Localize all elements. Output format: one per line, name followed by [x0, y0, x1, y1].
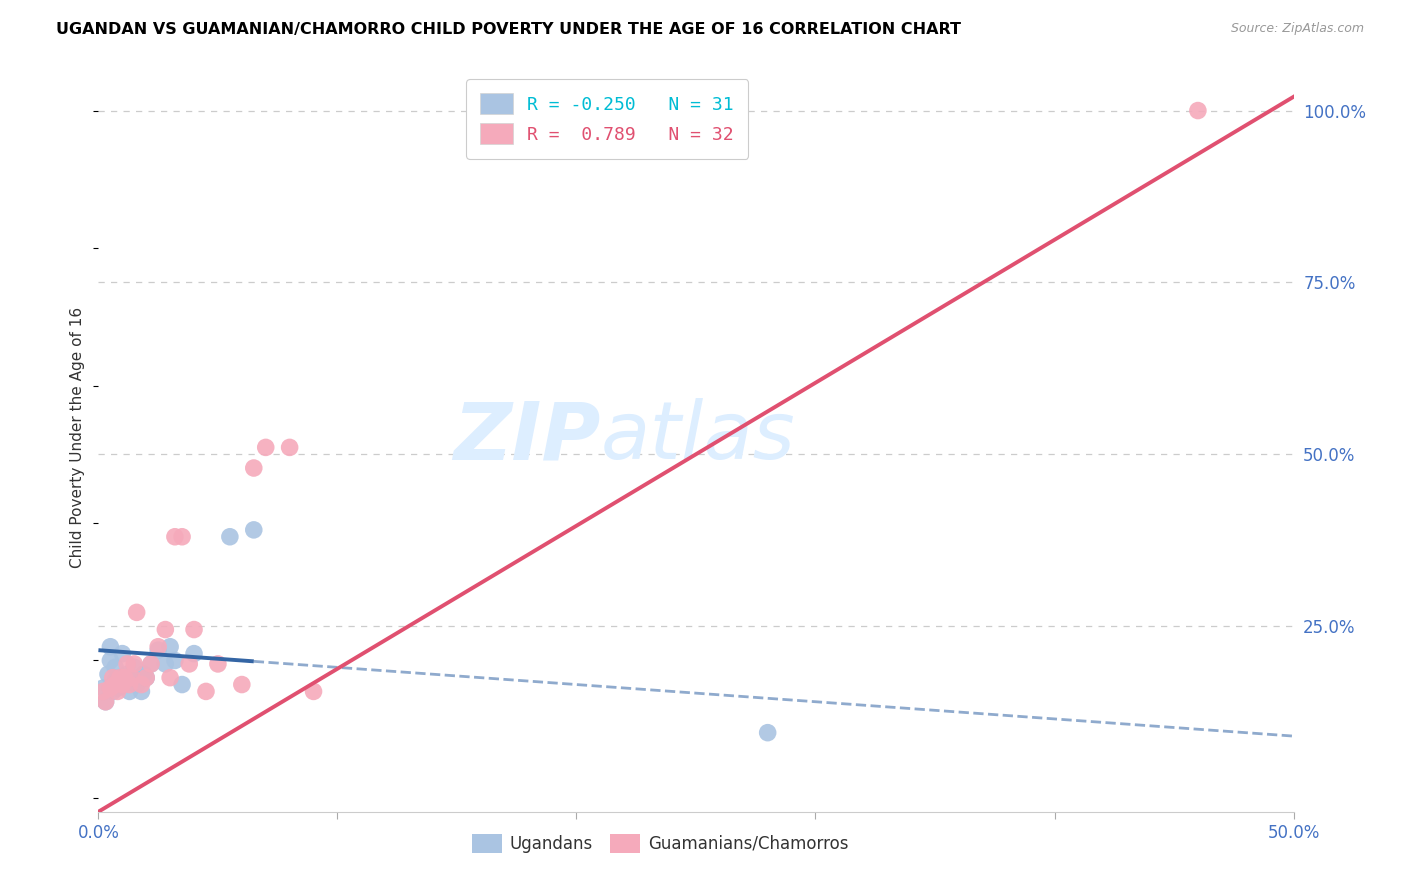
Y-axis label: Child Poverty Under the Age of 16: Child Poverty Under the Age of 16	[70, 307, 86, 567]
Point	[128, 674, 150, 689]
Point	[124, 660, 146, 674]
Point	[183, 647, 205, 661]
Point	[118, 677, 141, 691]
Point	[108, 671, 131, 685]
Point	[195, 684, 218, 698]
Point	[243, 523, 266, 537]
Point	[155, 657, 177, 671]
Point	[101, 671, 124, 685]
Point	[163, 530, 186, 544]
Point	[179, 657, 201, 671]
Point	[94, 695, 117, 709]
Point	[98, 640, 122, 654]
Point	[163, 653, 186, 667]
Point	[207, 657, 229, 671]
Point	[302, 684, 325, 698]
Point	[114, 671, 136, 685]
Point	[1187, 103, 1209, 118]
Point	[121, 671, 143, 685]
Point	[148, 640, 170, 654]
Point	[148, 643, 170, 657]
Text: Source: ZipAtlas.com: Source: ZipAtlas.com	[1230, 22, 1364, 36]
Point	[108, 671, 131, 685]
Point	[98, 681, 122, 695]
Point	[278, 441, 301, 455]
Point	[131, 677, 153, 691]
Point	[118, 684, 141, 698]
Point	[756, 725, 779, 739]
Point	[183, 623, 205, 637]
Point	[111, 647, 134, 661]
Point	[125, 606, 148, 620]
Point	[124, 657, 146, 671]
Point	[135, 671, 157, 685]
Point	[172, 677, 194, 691]
Point	[104, 674, 127, 689]
Point	[132, 667, 155, 681]
Point	[159, 671, 181, 685]
Point	[172, 530, 194, 544]
Point	[254, 441, 277, 455]
Point	[155, 623, 177, 637]
Point	[111, 677, 134, 691]
Point	[91, 681, 114, 695]
Point	[121, 671, 143, 685]
Point	[139, 657, 162, 671]
Point	[243, 461, 266, 475]
Point	[104, 677, 127, 691]
Point	[107, 681, 129, 695]
Point	[139, 657, 162, 671]
Point	[101, 684, 124, 698]
Point	[98, 653, 122, 667]
Point	[91, 684, 114, 698]
Text: UGANDAN VS GUAMANIAN/CHAMORRO CHILD POVERTY UNDER THE AGE OF 16 CORRELATION CHAR: UGANDAN VS GUAMANIAN/CHAMORRO CHILD POVE…	[56, 22, 962, 37]
Legend: Ugandans, Guamanians/Chamorros: Ugandans, Guamanians/Chamorros	[465, 827, 855, 860]
Point	[231, 677, 253, 691]
Text: atlas: atlas	[600, 398, 796, 476]
Point	[125, 677, 148, 691]
Point	[219, 530, 242, 544]
Point	[107, 684, 129, 698]
Point	[97, 667, 120, 681]
Point	[135, 671, 157, 685]
Text: ZIP: ZIP	[453, 398, 600, 476]
Point	[159, 640, 181, 654]
Point	[115, 667, 138, 681]
Point	[104, 660, 127, 674]
Point	[115, 657, 138, 671]
Point	[131, 684, 153, 698]
Point	[94, 695, 117, 709]
Point	[111, 677, 134, 691]
